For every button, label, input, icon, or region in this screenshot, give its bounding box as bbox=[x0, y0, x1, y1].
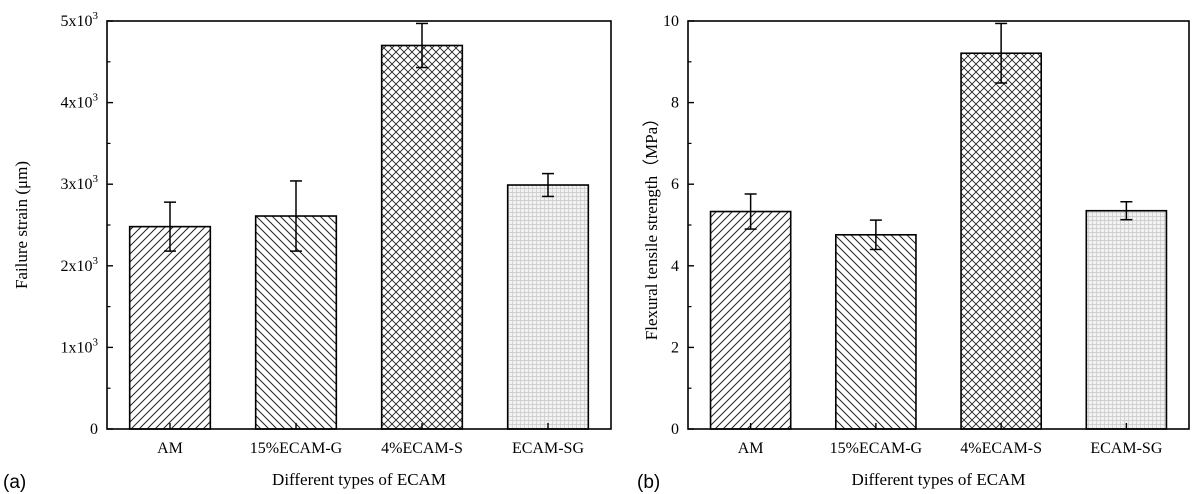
y-tick-label: 4 bbox=[671, 258, 679, 275]
bar-15-ecam-g bbox=[834, 233, 917, 430]
bar-am bbox=[128, 225, 212, 430]
error-bar bbox=[290, 180, 302, 252]
y-tick-label: 2x103 bbox=[61, 255, 99, 275]
y-tick-label: 0 bbox=[90, 421, 98, 438]
x-tick-label: AM bbox=[157, 440, 183, 457]
error-bar bbox=[744, 193, 757, 230]
y-tick-label: 10 bbox=[663, 13, 679, 30]
error-bar bbox=[164, 201, 176, 252]
y-tick-label: 5x103 bbox=[61, 10, 99, 30]
bar-4-ecam-s bbox=[960, 52, 1043, 430]
bar-4-ecam-s bbox=[380, 44, 464, 430]
y-axis-title: Failure strain (μm) bbox=[12, 161, 31, 289]
x-tick-label: ECAM-SG bbox=[1090, 440, 1162, 457]
y-tick-label: 3x103 bbox=[61, 173, 99, 193]
x-axis-title: Different types of ECAM bbox=[272, 470, 446, 489]
x-tick-label: 15%ECAM-G bbox=[250, 440, 343, 457]
y-tick-label: 8 bbox=[671, 95, 679, 112]
panel-label: (b) bbox=[637, 472, 660, 493]
y-tick-label: 1x103 bbox=[61, 336, 99, 356]
error-bar bbox=[1120, 200, 1133, 221]
error-bar bbox=[416, 22, 428, 69]
bar-ecam-sg bbox=[1085, 209, 1168, 430]
y-tick-label: 2 bbox=[671, 339, 679, 356]
bar-am bbox=[709, 210, 792, 430]
bar-ecam-sg bbox=[506, 184, 590, 430]
y-tick-label: 0 bbox=[671, 421, 679, 438]
x-tick-label: 15%ECAM-G bbox=[830, 440, 923, 457]
panel-a: 0 1x103 2x103 3x103 4x103 5x103 AM 15%ECAM-G 4%E… bbox=[3, 10, 612, 493]
error-bar bbox=[995, 22, 1008, 84]
y-tick-label: 4x103 bbox=[61, 92, 99, 112]
error-bar bbox=[542, 172, 554, 198]
x-tick-label: AM bbox=[738, 440, 764, 457]
panel-b: 0 2 4 6 8 10 AM 15%ECAM-G 4%ECAM-S ECAM-SG Differe… bbox=[637, 13, 1190, 493]
x-tick-label: 4%ECAM-S bbox=[960, 440, 1042, 457]
y-axis-title: Flexural tensile strength（MPa） bbox=[642, 110, 661, 340]
x-tick-label: 4%ECAM-S bbox=[381, 440, 463, 457]
x-tick-label: ECAM-SG bbox=[512, 440, 584, 457]
y-tick-label: 6 bbox=[671, 176, 679, 193]
error-bar bbox=[869, 219, 882, 251]
panel-label: (a) bbox=[3, 472, 26, 493]
x-axis-title: Different types of ECAM bbox=[852, 470, 1026, 489]
